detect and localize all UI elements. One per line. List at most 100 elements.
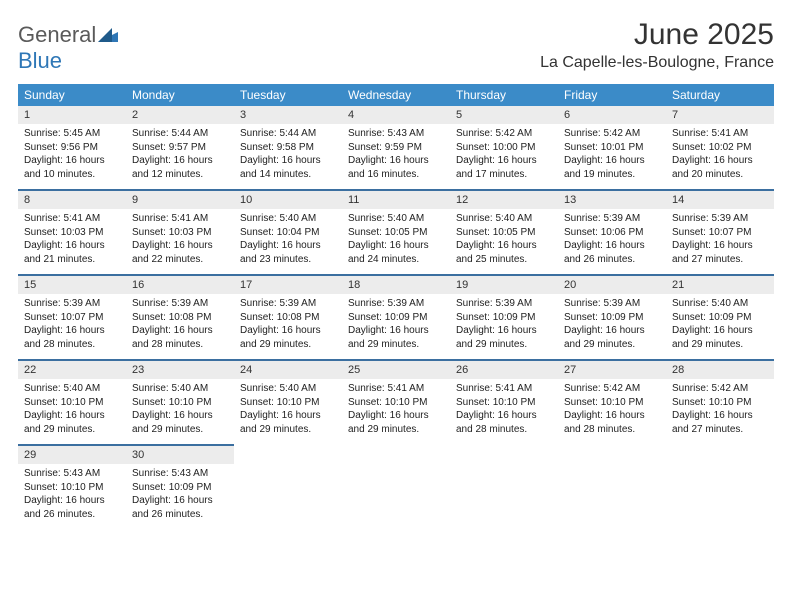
day-number: 18 bbox=[342, 276, 450, 294]
sunset-text: Sunset: 10:09 PM bbox=[456, 312, 536, 323]
calendar-day-cell: 4Sunrise: 5:43 AMSunset: 9:59 PMDaylight… bbox=[342, 106, 450, 190]
day-number: 19 bbox=[450, 276, 558, 294]
calendar-day-cell: 24Sunrise: 5:40 AMSunset: 10:10 PMDaylig… bbox=[234, 360, 342, 445]
day-number: 12 bbox=[450, 191, 558, 209]
logo-text: General Blue bbox=[18, 22, 118, 74]
sunset-text: Sunset: 10:05 PM bbox=[348, 227, 428, 238]
daylight-text-2: and 29 minutes. bbox=[24, 424, 95, 435]
calendar-day-cell: 23Sunrise: 5:40 AMSunset: 10:10 PMDaylig… bbox=[126, 360, 234, 445]
day-details: Sunrise: 5:40 AMSunset: 10:10 PMDaylight… bbox=[18, 379, 126, 444]
daylight-text-2: and 26 minutes. bbox=[24, 509, 95, 520]
day-details: Sunrise: 5:41 AMSunset: 10:03 PMDaylight… bbox=[18, 209, 126, 274]
header: General Blue June 2025 La Capelle-les-Bo… bbox=[18, 18, 774, 74]
daylight-text-1: Daylight: 16 hours bbox=[240, 410, 321, 421]
sunset-text: Sunset: 10:04 PM bbox=[240, 227, 320, 238]
logo-text-b: Blue bbox=[18, 48, 62, 73]
daylight-text-1: Daylight: 16 hours bbox=[348, 240, 429, 251]
daylight-text-1: Daylight: 16 hours bbox=[24, 155, 105, 166]
day-details: Sunrise: 5:40 AMSunset: 10:05 PMDaylight… bbox=[450, 209, 558, 274]
daylight-text-1: Daylight: 16 hours bbox=[672, 155, 753, 166]
day-header: Monday bbox=[126, 84, 234, 106]
calendar-day-cell: 1Sunrise: 5:45 AMSunset: 9:56 PMDaylight… bbox=[18, 106, 126, 190]
sunset-text: Sunset: 10:10 PM bbox=[672, 397, 752, 408]
day-number: 6 bbox=[558, 106, 666, 124]
sunset-text: Sunset: 10:10 PM bbox=[564, 397, 644, 408]
sunset-text: Sunset: 10:07 PM bbox=[672, 227, 752, 238]
day-details: Sunrise: 5:44 AMSunset: 9:57 PMDaylight:… bbox=[126, 124, 234, 189]
day-details: Sunrise: 5:42 AMSunset: 10:10 PMDaylight… bbox=[666, 379, 774, 444]
calendar-day-cell: 30Sunrise: 5:43 AMSunset: 10:09 PMDaylig… bbox=[126, 445, 234, 529]
calendar-day-cell: 17Sunrise: 5:39 AMSunset: 10:08 PMDaylig… bbox=[234, 275, 342, 360]
logo-text-a: General bbox=[18, 22, 96, 47]
calendar-day-cell: ..... bbox=[666, 445, 774, 529]
sunset-text: Sunset: 10:06 PM bbox=[564, 227, 644, 238]
daylight-text-2: and 14 minutes. bbox=[240, 169, 311, 180]
daylight-text-1: Daylight: 16 hours bbox=[564, 325, 645, 336]
daylight-text-2: and 29 minutes. bbox=[672, 339, 743, 350]
sunrise-text: Sunrise: 5:40 AM bbox=[456, 213, 532, 224]
day-number: 5 bbox=[450, 106, 558, 124]
calendar-day-cell: 14Sunrise: 5:39 AMSunset: 10:07 PMDaylig… bbox=[666, 190, 774, 275]
sunrise-text: Sunrise: 5:39 AM bbox=[132, 298, 208, 309]
sunrise-text: Sunrise: 5:41 AM bbox=[672, 128, 748, 139]
calendar-day-cell: 29Sunrise: 5:43 AMSunset: 10:10 PMDaylig… bbox=[18, 445, 126, 529]
sunset-text: Sunset: 9:58 PM bbox=[240, 142, 314, 153]
day-details: Sunrise: 5:40 AMSunset: 10:09 PMDaylight… bbox=[666, 294, 774, 359]
daylight-text-2: and 29 minutes. bbox=[240, 339, 311, 350]
daylight-text-1: Daylight: 16 hours bbox=[132, 155, 213, 166]
daylight-text-2: and 28 minutes. bbox=[24, 339, 95, 350]
sunset-text: Sunset: 10:10 PM bbox=[132, 397, 212, 408]
calendar-day-cell: 15Sunrise: 5:39 AMSunset: 10:07 PMDaylig… bbox=[18, 275, 126, 360]
daylight-text-1: Daylight: 16 hours bbox=[240, 240, 321, 251]
daylight-text-2: and 20 minutes. bbox=[672, 169, 743, 180]
day-details: Sunrise: 5:42 AMSunset: 10:10 PMDaylight… bbox=[558, 379, 666, 444]
sunrise-text: Sunrise: 5:42 AM bbox=[564, 128, 640, 139]
sunset-text: Sunset: 10:02 PM bbox=[672, 142, 752, 153]
calendar-day-cell: 10Sunrise: 5:40 AMSunset: 10:04 PMDaylig… bbox=[234, 190, 342, 275]
logo: General Blue bbox=[18, 18, 118, 74]
sunset-text: Sunset: 10:09 PM bbox=[348, 312, 428, 323]
day-header: Tuesday bbox=[234, 84, 342, 106]
day-number: 15 bbox=[18, 276, 126, 294]
calendar-week-row: 29Sunrise: 5:43 AMSunset: 10:10 PMDaylig… bbox=[18, 445, 774, 529]
sunset-text: Sunset: 10:10 PM bbox=[240, 397, 320, 408]
day-header: Friday bbox=[558, 84, 666, 106]
calendar-day-cell: 8Sunrise: 5:41 AMSunset: 10:03 PMDayligh… bbox=[18, 190, 126, 275]
calendar-day-cell: 21Sunrise: 5:40 AMSunset: 10:09 PMDaylig… bbox=[666, 275, 774, 360]
daylight-text-1: Daylight: 16 hours bbox=[456, 325, 537, 336]
day-details: Sunrise: 5:40 AMSunset: 10:05 PMDaylight… bbox=[342, 209, 450, 274]
day-number: 22 bbox=[18, 361, 126, 379]
daylight-text-1: Daylight: 16 hours bbox=[456, 155, 537, 166]
sunrise-text: Sunrise: 5:44 AM bbox=[132, 128, 208, 139]
day-details: Sunrise: 5:39 AMSunset: 10:09 PMDaylight… bbox=[342, 294, 450, 359]
day-details: Sunrise: 5:39 AMSunset: 10:09 PMDaylight… bbox=[558, 294, 666, 359]
daylight-text-2: and 26 minutes. bbox=[564, 254, 635, 265]
day-number: 25 bbox=[342, 361, 450, 379]
sunset-text: Sunset: 10:09 PM bbox=[132, 482, 212, 493]
daylight-text-1: Daylight: 16 hours bbox=[132, 495, 213, 506]
daylight-text-2: and 27 minutes. bbox=[672, 254, 743, 265]
sunset-text: Sunset: 10:05 PM bbox=[456, 227, 536, 238]
sunset-text: Sunset: 10:01 PM bbox=[564, 142, 644, 153]
calendar-day-cell: 22Sunrise: 5:40 AMSunset: 10:10 PMDaylig… bbox=[18, 360, 126, 445]
sunset-text: Sunset: 10:08 PM bbox=[240, 312, 320, 323]
sunrise-text: Sunrise: 5:43 AM bbox=[348, 128, 424, 139]
sunset-text: Sunset: 10:10 PM bbox=[24, 397, 104, 408]
day-number: 17 bbox=[234, 276, 342, 294]
daylight-text-1: Daylight: 16 hours bbox=[564, 240, 645, 251]
day-details: Sunrise: 5:41 AMSunset: 10:10 PMDaylight… bbox=[450, 379, 558, 444]
day-number: 20 bbox=[558, 276, 666, 294]
daylight-text-1: Daylight: 16 hours bbox=[240, 155, 321, 166]
calendar-day-cell: 6Sunrise: 5:42 AMSunset: 10:01 PMDayligh… bbox=[558, 106, 666, 190]
sunrise-text: Sunrise: 5:45 AM bbox=[24, 128, 100, 139]
sunrise-text: Sunrise: 5:41 AM bbox=[456, 383, 532, 394]
day-number: 30 bbox=[126, 446, 234, 464]
day-details: Sunrise: 5:39 AMSunset: 10:08 PMDaylight… bbox=[126, 294, 234, 359]
daylight-text-2: and 29 minutes. bbox=[132, 424, 203, 435]
day-header: Thursday bbox=[450, 84, 558, 106]
day-details: Sunrise: 5:40 AMSunset: 10:10 PMDaylight… bbox=[234, 379, 342, 444]
day-details: Sunrise: 5:43 AMSunset: 10:09 PMDaylight… bbox=[126, 464, 234, 529]
sunrise-text: Sunrise: 5:41 AM bbox=[24, 213, 100, 224]
day-number: 8 bbox=[18, 191, 126, 209]
daylight-text-1: Daylight: 16 hours bbox=[348, 325, 429, 336]
